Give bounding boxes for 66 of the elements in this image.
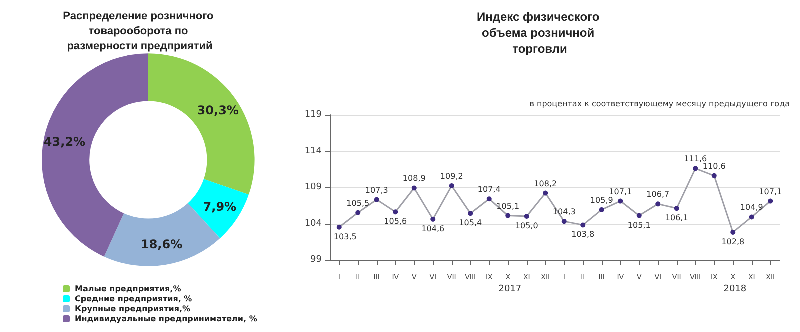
point: [656, 202, 661, 207]
y-tick-label: 119: [304, 110, 322, 120]
data-label: 110,6: [702, 162, 726, 171]
data-label: 105,9: [590, 196, 614, 205]
chart-title: Распределение розничного товарооборота по размерности предприятий: [63, 10, 217, 52]
point: [674, 206, 680, 212]
data-label: 105,4: [459, 218, 482, 228]
point: [618, 198, 624, 204]
point: [749, 214, 754, 220]
data-label: 102,8: [722, 237, 745, 246]
point: [393, 210, 398, 215]
point: [712, 173, 717, 178]
legend-label: Средние предприятия, %: [75, 294, 192, 304]
data-label: 30,3%: [197, 103, 239, 118]
legend-label: Крупные предприятия,%: [75, 304, 191, 314]
text: 2017: [498, 284, 522, 294]
point: [768, 198, 774, 204]
point: [730, 230, 736, 235]
data-label: 109,2: [440, 172, 464, 182]
data-label: 105,1: [496, 202, 520, 211]
y-tick-label: 114: [304, 146, 322, 156]
data-label: 107,3: [365, 186, 388, 195]
data-label: 103,5: [334, 232, 357, 242]
data-label: 106,7: [646, 190, 670, 200]
point: [693, 166, 698, 172]
data-label: 103,8: [572, 230, 595, 240]
data-label: 107,1: [759, 187, 782, 196]
data-label: 108,2: [534, 179, 558, 188]
point: [449, 184, 454, 189]
text: 2018: [724, 284, 747, 294]
data-label: 104,3: [552, 208, 576, 217]
chart-title: Индекс физического объема розничной торговли: [476, 10, 604, 56]
data-label: 105,6: [384, 217, 408, 226]
data-label: 107,4: [478, 185, 501, 194]
data-label: 104,9: [740, 203, 764, 212]
point: [412, 186, 417, 191]
data-label: 105,5: [346, 198, 370, 208]
data-label: 107,1: [609, 187, 632, 196]
point: [506, 213, 511, 218]
point: [636, 213, 642, 218]
point: [580, 222, 586, 228]
point: [562, 219, 567, 224]
legend-label: Малые предприятия,%: [75, 284, 182, 294]
data-label: 43,2%: [44, 134, 86, 149]
point: [468, 211, 474, 216]
point: [524, 214, 530, 219]
text: в процентах к соответствующему месяцу предыдущего года: [530, 100, 790, 108]
y-tick-label: 109: [304, 182, 322, 192]
point: [543, 190, 548, 196]
point: [430, 216, 436, 222]
data-label: 105,0: [515, 222, 538, 230]
point: [336, 224, 342, 230]
data-label: 106,1: [665, 214, 688, 223]
data-label: 108,9: [402, 174, 426, 184]
data-label: 18,6%: [140, 238, 183, 252]
data-label: 104,6: [422, 224, 445, 234]
y-tick-label: 104: [304, 218, 322, 229]
legend-label: Индивидуальные предприниматели, %: [75, 314, 258, 324]
point: [356, 210, 361, 216]
point: [599, 207, 604, 212]
data-label: 105,1: [628, 220, 651, 230]
y-tick-label: 99: [310, 255, 322, 265]
point: [374, 197, 380, 202]
data-label: 111,6: [684, 154, 708, 164]
data-label: 7,9%: [203, 200, 237, 214]
point: [486, 196, 492, 202]
